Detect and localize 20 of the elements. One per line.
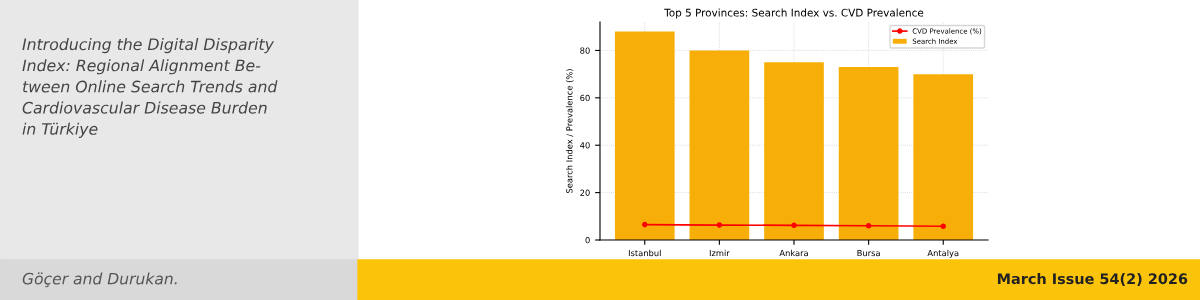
x-tick-label: Istanbul — [628, 249, 661, 257]
bar — [614, 31, 675, 240]
text: March Issue 54(2) 2026 — [997, 273, 1188, 286]
y-tick-label: 0 — [585, 236, 590, 244]
x-tick-label: Izmir — [709, 249, 730, 257]
text: Introducing the Digital Disparity Index: Regional Alignment Be- tween Online Search Trends and Cardiovascular Disease Burden in Türkiye — [22, 38, 278, 138]
y-tick-label: 60 — [580, 94, 590, 102]
x-tick-label: Antalya — [927, 249, 959, 258]
text: Göçer and Durukan. — [22, 272, 177, 288]
x-tick-label: Ankara — [779, 249, 808, 257]
x-tick-label: Bursa — [857, 249, 880, 257]
chart-title: Top 5 Provinces: Search Index vs. CVD Prevalence — [664, 8, 924, 19]
bar — [913, 74, 974, 240]
bar — [838, 67, 899, 240]
bar — [689, 50, 750, 240]
y-tick-label: 80 — [580, 47, 590, 54]
y-axis-title: Search Index / Prevalence (%) — [566, 69, 574, 194]
y-tick-label: 20 — [580, 189, 590, 196]
bar — [764, 62, 824, 240]
y-tick-label: 40 — [580, 142, 590, 149]
